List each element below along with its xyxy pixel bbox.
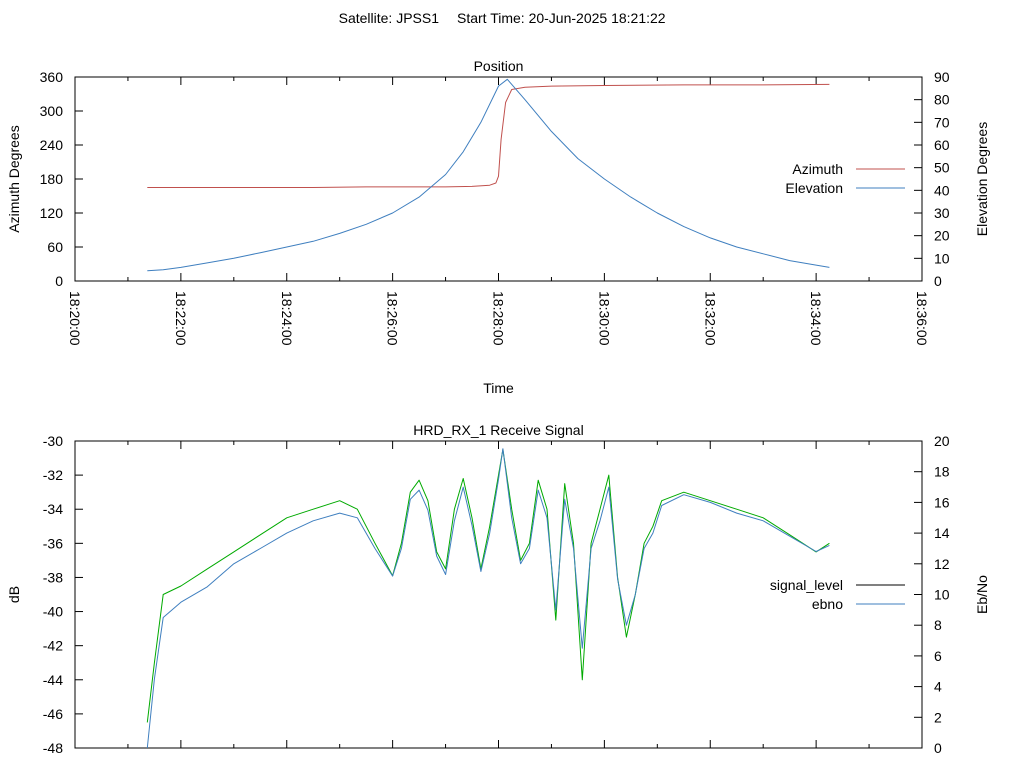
chart2-y2-tick-label: 2 [934, 709, 942, 725]
chart2-y-tick-label: -44 [43, 672, 63, 688]
chart2-series-ebno-line [146, 448, 830, 749]
chart1-x-tick-label: 18:20:00 [67, 291, 83, 346]
chart1-y-tick-label: 240 [40, 137, 64, 153]
chart1-y2-tick-label: 70 [934, 114, 950, 130]
chart1-y-axis-label: Azimuth Degrees [6, 125, 22, 232]
chart2-y2-tick-label: 20 [934, 433, 950, 449]
chart1-y2-tick-label: 20 [934, 228, 950, 244]
chart1-y2-axis-label: Elevation Degrees [974, 122, 990, 236]
chart2-y-tick-label: -46 [43, 706, 63, 722]
chart2-y-tick-label: -38 [43, 569, 63, 585]
chart2-y-tick-label: -48 [43, 740, 63, 756]
chart2-y2-tick-label: 6 [934, 648, 942, 664]
chart1-x-tick-label: 18:34:00 [808, 291, 824, 346]
chart1-y2-tick-label: 80 [934, 92, 950, 108]
chart2-y2-tick-label: 12 [934, 556, 950, 572]
chart2-y-tick-label: -30 [43, 433, 63, 449]
chart2-y-tick-label: -36 [43, 535, 63, 551]
chart1-x-tick-label: 18:30:00 [596, 291, 612, 346]
chart2-y2-tick-label: 4 [934, 679, 942, 695]
chart1-y-tick-label: 360 [40, 69, 64, 85]
chart2-y2-axis-label: Eb/No [974, 575, 990, 614]
satellite-label: Satellite: JPSS1 [339, 10, 440, 26]
chart1-x-tick-label: 18:24:00 [279, 291, 295, 346]
chart1-y-tick-label: 120 [40, 205, 64, 221]
chart1-y2-tick-label: 50 [934, 160, 950, 176]
chart2-y-tick-label: -32 [43, 467, 63, 483]
chart2-y-axis-label: dB [6, 586, 22, 603]
chart1-series-elevation-line [147, 78, 830, 272]
chart1-y-tick-label: 0 [55, 273, 63, 289]
chart2-y2-tick-label: 0 [934, 740, 942, 756]
chart1-x-tick-label: 18:32:00 [702, 291, 718, 346]
chart1-x-tick-label: 18:26:00 [385, 291, 401, 346]
chart2-y-tick-label: -42 [43, 638, 63, 654]
chart2-y2-tick-label: 14 [934, 525, 950, 541]
chart2-y2-tick-label: 18 [934, 464, 950, 480]
chart1-y-tick-label: 180 [40, 171, 64, 187]
chart1-y2-tick-label: 40 [934, 182, 950, 198]
chart2-y-tick-label: -40 [43, 604, 63, 620]
chart2-y-tick-label: -34 [43, 501, 63, 517]
chart1-title: Position [474, 58, 524, 74]
chart2-series-signal-level-line [146, 449, 830, 723]
chart1-y2-tick-label: 0 [934, 273, 942, 289]
chart1-x-tick-label: 18:22:00 [173, 291, 189, 346]
chart2-plot-frame [74, 440, 923, 749]
chart1-y-tick-label: 300 [40, 103, 64, 119]
chart1-series-azimuth-line [147, 83, 830, 188]
start-time-label: Start Time: 20-Jun-2025 18:21:22 [457, 10, 666, 26]
chart2-legend-signal-level-label: signal_level [770, 577, 843, 593]
chart1-legend-elevation-label: Elevation [785, 180, 843, 196]
receive-signal-chart: HRD_RX_1 Receive Signal -48 -46 -44 -42 -40 -3… [6, 422, 990, 756]
chart1-y-tick-label: 60 [47, 239, 63, 255]
chart2-y2-tick-label: 10 [934, 587, 950, 603]
chart1-legend-azimuth-label: Azimuth [792, 161, 843, 177]
chart1-x-tick-label: 18:36:00 [914, 291, 930, 346]
chart1-y2-tick-label: 60 [934, 137, 950, 153]
chart1-x-axis-label: Time [483, 380, 514, 396]
chart1-y2-tick-label: 10 [934, 250, 950, 266]
chart1-x-tick-label: 18:28:00 [491, 291, 507, 346]
chart2-y2-tick-label: 8 [934, 617, 942, 633]
chart1-plot-frame [74, 76, 923, 282]
chart2-title: HRD_RX_1 Receive Signal [413, 422, 583, 438]
position-chart: Position 18:20:00 18:22:00 18:24:00 18:26:00… [6, 58, 990, 396]
chart1-y2-tick-label: 90 [934, 69, 950, 85]
chart2-y2-tick-label: 16 [934, 494, 950, 510]
chart1-y2-tick-label: 30 [934, 205, 950, 221]
chart2-legend-ebno-label: ebno [812, 596, 843, 612]
